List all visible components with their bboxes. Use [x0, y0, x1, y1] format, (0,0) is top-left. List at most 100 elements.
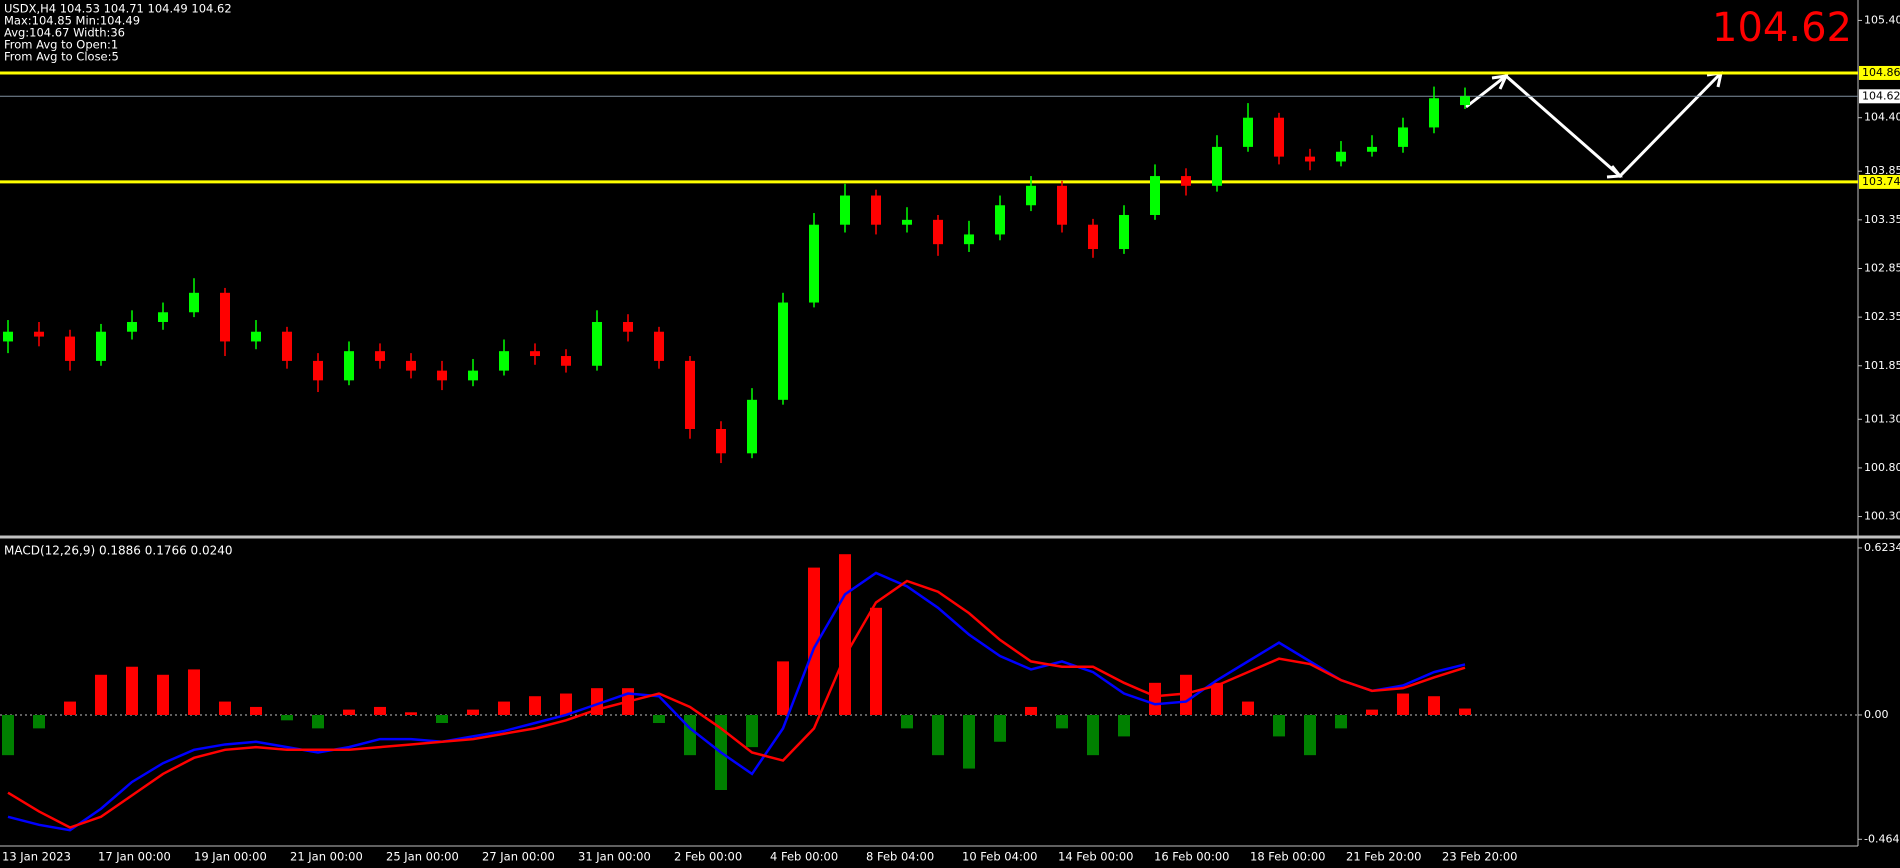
level-label: 104.86 [1862, 66, 1900, 79]
candle-body [685, 360, 695, 429]
x-tick-label: 16 Feb 00:00 [1154, 850, 1229, 864]
macd-histogram-bar [839, 554, 851, 715]
macd-histogram-bar [1304, 714, 1316, 756]
candle-body [1088, 224, 1098, 250]
candle-body [809, 224, 819, 303]
info-line: From Avg to Close:5 [4, 50, 119, 64]
y-tick-label: 100.30 [1864, 510, 1900, 523]
macd-title: MACD(12,26,9) 0.1886 0.1766 0.0240 [4, 544, 233, 558]
level-label-box [1859, 174, 1900, 189]
macd-histogram-bar [188, 669, 200, 715]
candle-body [189, 292, 199, 313]
candle-body [1274, 117, 1284, 157]
y-tick-label: 105.40 [1864, 13, 1900, 26]
candle-body [995, 205, 1005, 235]
candle-body [530, 351, 540, 357]
macd-histogram-bar [560, 693, 572, 715]
candle-body [1150, 176, 1160, 215]
level-label-box [1859, 65, 1900, 80]
x-tick-label: 13 Jan 2023 [2, 850, 71, 864]
candle-body [654, 331, 664, 361]
candle-body [778, 302, 788, 400]
candle-body [933, 219, 943, 245]
candle-body [158, 312, 168, 322]
arrow-head [1491, 74, 1509, 90]
current-price-label: 104.62 [1862, 89, 1900, 102]
y-tick-label: -0.464 [1864, 832, 1899, 845]
macd-histogram-bar [343, 709, 355, 715]
x-tick-label: 14 Feb 00:00 [1058, 850, 1133, 864]
candle-body [499, 351, 509, 371]
macd-histogram-bar [994, 714, 1006, 742]
y-tick-label: 0.00 [1864, 708, 1889, 721]
y-tick-label: 100.80 [1864, 461, 1900, 474]
candle-body [1460, 96, 1470, 106]
macd-histogram-bar [684, 714, 696, 756]
candle-body [1367, 146, 1377, 152]
macd-histogram-bar [1459, 708, 1471, 715]
y-tick-label: 103.85 [1864, 164, 1900, 177]
candle-body [623, 321, 633, 332]
x-tick-label: 4 Feb 00:00 [770, 850, 838, 864]
info-line: From Avg to Open:1 [4, 38, 118, 52]
candle-body [1181, 176, 1191, 186]
candle-body [375, 351, 385, 361]
candle-body [1057, 185, 1067, 225]
macd-histogram-bar [808, 567, 820, 715]
candle-body [561, 356, 571, 366]
zigzag-line [1465, 71, 1723, 179]
candle-body [437, 370, 447, 381]
x-tick-label: 23 Feb 20:00 [1442, 850, 1517, 864]
candle-body [902, 219, 912, 225]
macd-histogram-bar [1397, 693, 1409, 715]
candle-body [3, 331, 13, 342]
candle-body [96, 331, 106, 361]
y-tick-label: 101.85 [1864, 359, 1900, 372]
x-tick-label: 25 Jan 00:00 [386, 850, 459, 864]
candle-body [406, 360, 416, 371]
macd-histogram-bar [1180, 674, 1192, 715]
candle-body [1305, 156, 1315, 162]
macd-histogram-bar [33, 714, 45, 729]
info-line: Max:104.85 Min:104.49 [4, 14, 140, 28]
candle-body [34, 331, 44, 337]
info-line: Avg:104.67 Width:36 [4, 26, 125, 40]
macd-histogram-bar [1273, 714, 1285, 737]
macd-histogram-bar [746, 714, 758, 748]
macd-histogram-bar [777, 661, 789, 715]
x-tick-label: 17 Jan 00:00 [98, 850, 171, 864]
candle-body [1119, 214, 1129, 250]
macd-histogram-bar [932, 714, 944, 756]
macd-histogram-bar [374, 706, 386, 715]
candle-body [65, 336, 75, 361]
y-tick-label: 0.6234 [1864, 541, 1900, 554]
macd-histogram-bar [1025, 706, 1037, 715]
x-tick-label: 10 Feb 04:00 [962, 850, 1037, 864]
macd-histogram-bar [126, 666, 138, 715]
y-tick-label: 103.35 [1864, 213, 1900, 226]
macd-histogram-bar [1211, 682, 1223, 715]
candle-body [716, 428, 726, 454]
macd-histogram-bar [529, 696, 541, 715]
macd-histogram-bar [2, 714, 14, 756]
macd-histogram-bar [1428, 696, 1440, 715]
macd-histogram-bar [250, 706, 262, 715]
macd-histogram-bar [95, 674, 107, 715]
candle-body [1243, 117, 1253, 147]
macd-histogram-bar [405, 712, 417, 715]
macd-histogram-bar [963, 714, 975, 769]
macd-histogram-bar [436, 714, 448, 724]
macd-histogram-bar [1118, 714, 1130, 737]
candle-body [468, 370, 478, 381]
candle-body [313, 360, 323, 381]
macd-histogram-bar [870, 607, 882, 715]
candle-body [747, 399, 757, 454]
macd-histogram-bar [1335, 714, 1347, 729]
candle-body [840, 195, 850, 225]
candle-body [251, 331, 261, 342]
arrow-head [1606, 165, 1623, 179]
macd-histogram-bar [901, 714, 913, 729]
